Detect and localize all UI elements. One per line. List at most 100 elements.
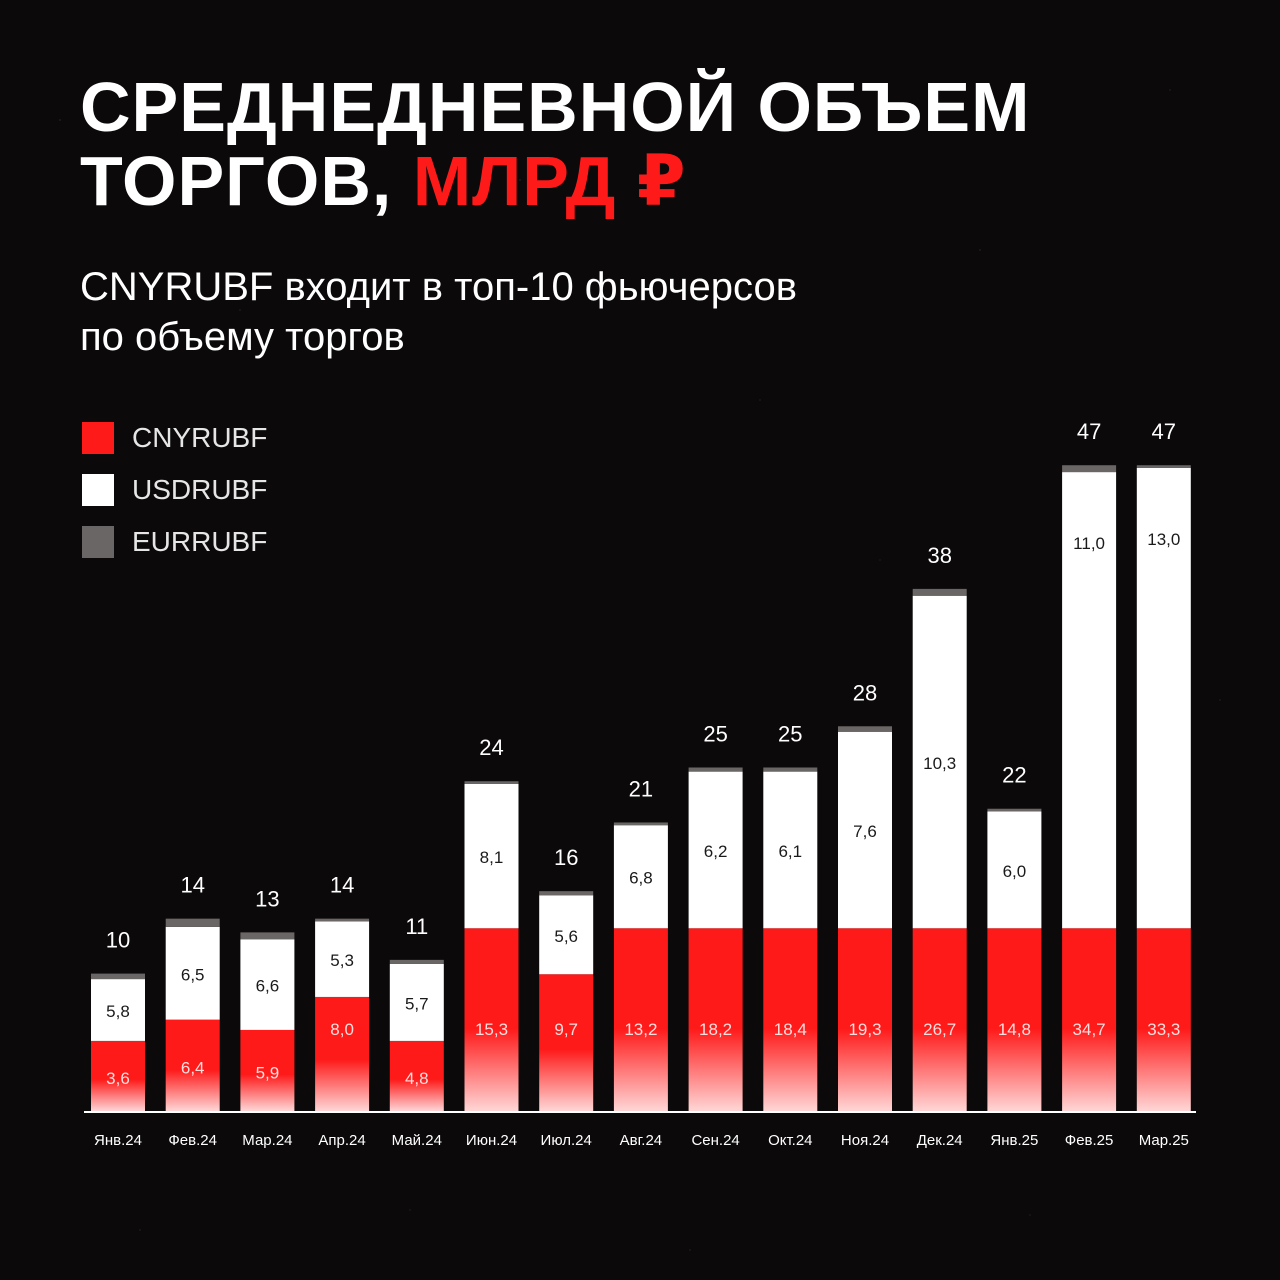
data-label-cny: 33,3: [1147, 1020, 1180, 1039]
total-label: 38: [927, 543, 951, 568]
bar-eur: [389, 959, 444, 964]
bar-eur: [688, 767, 743, 772]
chart-subtitle: CNYRUBF входит в топ-10 фьючерсов по объ…: [80, 262, 797, 362]
x-tick-label: Авг.24: [620, 1132, 662, 1149]
data-label-usd: 7,6: [853, 822, 877, 841]
data-label-cny: 5,9: [256, 1063, 280, 1082]
bar-cny: [912, 928, 967, 1111]
bar-eur: [763, 767, 818, 772]
data-label-usd: 5,6: [554, 927, 578, 946]
data-label-cny: 14,8: [998, 1020, 1031, 1039]
bar-eur: [613, 822, 668, 826]
total-label: 25: [703, 722, 727, 747]
data-label-cny: 9,7: [554, 1020, 578, 1039]
legend-swatch-usd: [82, 474, 114, 506]
data-label-cny: 4,8: [405, 1069, 429, 1088]
data-label-cny: 6,4: [181, 1058, 205, 1077]
bar-eur: [1136, 465, 1191, 468]
bar-eur: [165, 918, 220, 927]
bar-usd: [987, 811, 1042, 929]
bar-usd: [763, 771, 818, 929]
bar-usd: [688, 771, 743, 929]
data-label-cny: 26,7: [923, 1020, 956, 1039]
x-tick-label: Окт.24: [768, 1132, 812, 1149]
data-label-usd: 5,8: [106, 1002, 130, 1021]
bar-usd: [315, 921, 370, 997]
legend-label-usd: USDRUBF: [132, 474, 268, 505]
x-tick-label: Янв.24: [94, 1132, 142, 1149]
bar-cny: [464, 928, 519, 1111]
total-label: 28: [853, 680, 877, 705]
bar-usd: [240, 939, 295, 1030]
total-label: 13: [255, 886, 279, 911]
bar-eur: [315, 918, 370, 922]
data-label-cny: 18,2: [699, 1020, 732, 1039]
data-label-usd: 11,0: [1073, 534, 1105, 553]
total-label: 11: [405, 914, 428, 939]
bar-cny: [987, 928, 1042, 1111]
bar-usd: [912, 595, 967, 929]
bar-cny: [165, 1019, 220, 1111]
legend-label-eur: EURRUBF: [132, 526, 268, 557]
data-label-cny: 3,6: [106, 1069, 130, 1088]
data-label-usd: 6,5: [181, 965, 205, 984]
total-label: 16: [554, 845, 578, 870]
total-label: 25: [778, 722, 802, 747]
bar-cny: [1136, 928, 1191, 1111]
bar-eur: [838, 726, 892, 732]
data-label-cny: 8,0: [330, 1020, 354, 1039]
title-line-1: СРЕДНЕДНЕВНОЙ ОБЪЕМ: [80, 68, 1031, 146]
bar-eur: [912, 588, 967, 596]
bar-eur: [464, 781, 519, 784]
bar-cny: [240, 1029, 295, 1111]
bar-eur: [240, 932, 295, 940]
bar-usd: [539, 895, 594, 975]
x-tick-label: Июн.24: [466, 1132, 517, 1149]
bar-usd: [389, 963, 444, 1041]
legend-label-cny: CNYRUBF: [132, 422, 268, 453]
total-label: 47: [1152, 419, 1176, 444]
data-label-usd: 13,0: [1147, 530, 1180, 549]
legend-swatch-cny: [82, 422, 114, 454]
bar-cny: [688, 928, 743, 1111]
bar-cny: [613, 928, 668, 1111]
data-label-cny: 34,7: [1073, 1020, 1106, 1039]
total-label: 21: [629, 776, 653, 801]
x-tick-label: Апр.24: [318, 1132, 365, 1149]
x-tick-label: Фев.24: [168, 1132, 217, 1149]
total-label: 47: [1077, 419, 1101, 444]
total-label: 24: [479, 735, 503, 760]
bar-cny: [315, 996, 370, 1111]
bar-eur: [539, 891, 594, 896]
subtitle-line-2: по объему торгов: [80, 315, 405, 359]
x-tick-label: Июл.24: [541, 1132, 592, 1149]
data-label-usd: 6,2: [704, 842, 728, 861]
data-label-cny: 18,4: [774, 1020, 807, 1039]
data-label-usd: 6,1: [778, 842, 802, 861]
bar-eur: [91, 973, 145, 980]
data-label-usd: 6,6: [256, 977, 280, 996]
legend: CNYRUBF USDRUBF EURRUBF: [82, 412, 267, 568]
total-label: 10: [106, 928, 130, 953]
data-label-cny: 13,2: [624, 1020, 657, 1039]
legend-item-usd: USDRUBF: [82, 464, 267, 516]
data-label-usd: 6,8: [629, 869, 653, 888]
data-label-usd: 10,3: [923, 754, 956, 773]
bar-usd: [165, 926, 220, 1020]
bar-eur: [987, 808, 1042, 812]
x-tick-label: Мар.24: [242, 1132, 292, 1149]
total-label: 14: [180, 873, 204, 898]
x-tick-label: Фев.25: [1065, 1132, 1114, 1149]
bar-cny: [539, 974, 594, 1111]
bar-usd: [91, 979, 145, 1041]
bar-cny: [1062, 928, 1117, 1111]
data-label-cny: 19,3: [848, 1020, 881, 1039]
bar-usd: [838, 731, 892, 929]
legend-swatch-eur: [82, 526, 114, 558]
data-label-usd: 8,1: [480, 848, 504, 867]
x-tick-label: Сен.24: [691, 1132, 739, 1149]
x-tick-label: Ноя.24: [841, 1132, 889, 1149]
bar-cny: [91, 1040, 145, 1111]
bar-usd: [1136, 467, 1191, 929]
